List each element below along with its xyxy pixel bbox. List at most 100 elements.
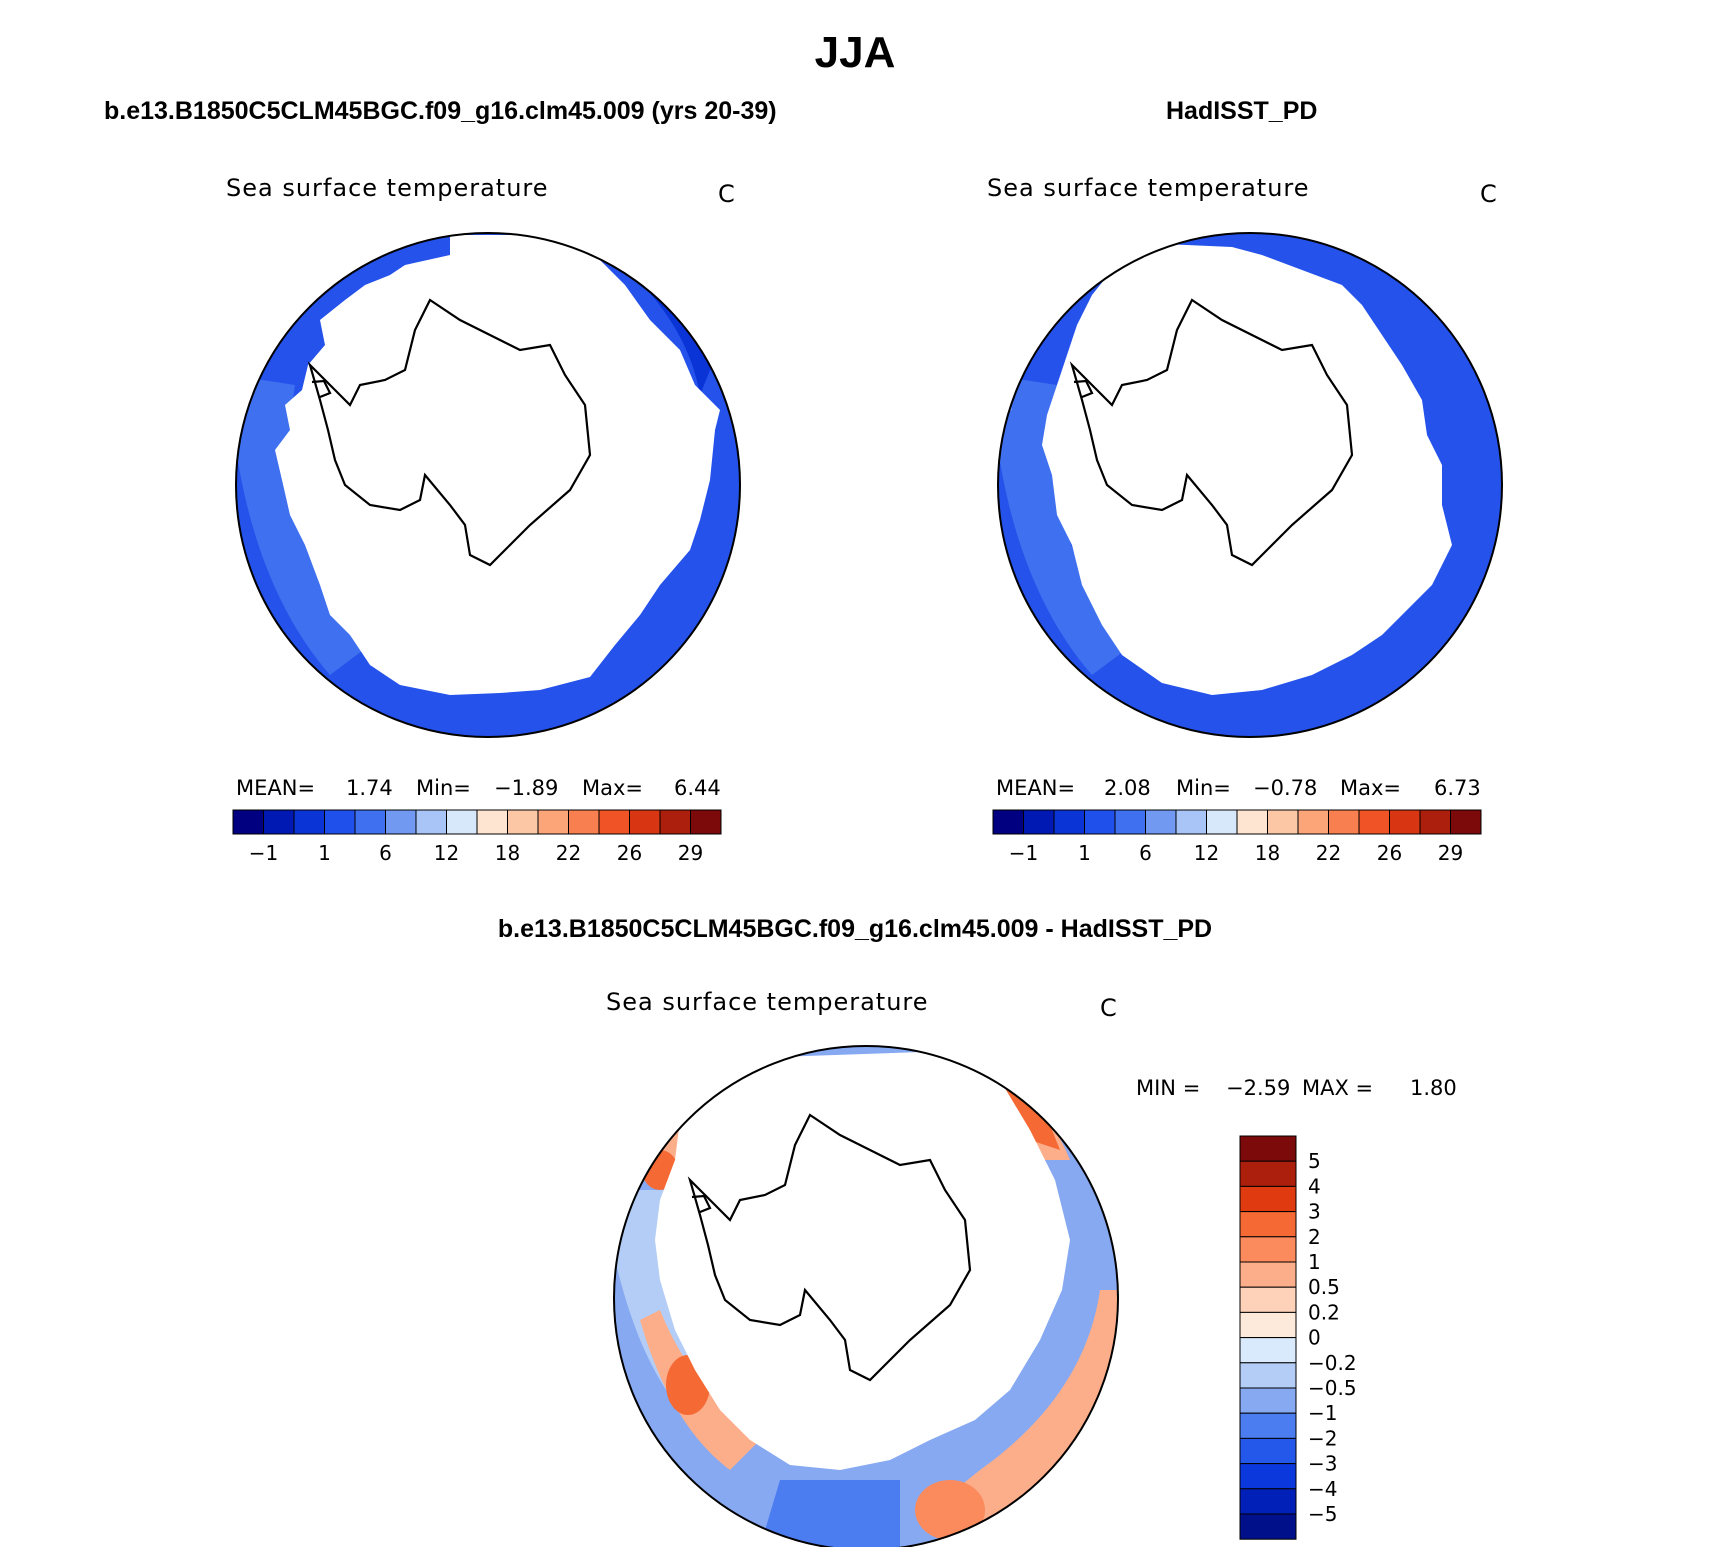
map3-colorbar-box [1239,1337,1297,1364]
map1-ocean-cold [600,245,720,395]
map2-mean-value: 2.08 [1104,776,1151,800]
map3-colorbar-box [1239,1311,1297,1339]
map1-colorbar-tick-label: 6 [379,841,392,865]
map1-colorbar-box [598,809,630,835]
map3-colorbar-tick-label: 5 [1308,1149,1321,1173]
map3-title: Sea surface temperature [606,988,929,1016]
map2-colorbar-box [1267,809,1299,835]
map3-anomaly-strong-positive [915,1480,985,1540]
map1-mean-label: MEAN= [236,776,316,800]
map3-units: C [1100,994,1118,1022]
map1-colorbar-box [385,809,417,835]
map2-max-value: 6.73 [1434,776,1481,800]
map2-sea-ice-mask [1042,243,1452,695]
panel-left-title: b.e13.B1850C5CLM45BGC.f09_g16.clm45.009 … [104,97,777,125]
map3-min-label: MIN = [1136,1076,1201,1100]
map2-colorbar-box [1328,809,1360,835]
map2-colorbar-box [1023,809,1055,835]
map2-colorbar-box [1419,809,1451,835]
panel-diff-title: b.e13.B1850C5CLM45BGC.f09_g16.clm45.009 … [497,915,1213,943]
map1-colorbar-tick-label: 1 [318,841,331,865]
map2-colorbar-tick-label: 6 [1139,841,1152,865]
map3-ice-shelf-outline [691,1194,712,1214]
map1-sea-ice-mask [275,235,720,695]
map1-title: Sea surface temperature [226,174,549,202]
map2-colorbar-box [1389,809,1421,835]
map1-min-value: −1.89 [494,776,559,800]
map3-max-label: MAX = [1302,1076,1374,1100]
map3-colorbar-box [1239,1185,1297,1213]
map3-colorbar-box [1239,1513,1297,1540]
map3-colorbar-tick-label: −0.5 [1308,1376,1357,1400]
map2-mean-label: MEAN= [996,776,1076,800]
map2-colorbar-box [992,809,1024,835]
map3-colorbar-tick-label: 0.2 [1308,1300,1340,1324]
map3-colorbar-box [1239,1135,1297,1162]
map1-max-value: 6.44 [674,776,721,800]
map2-colorbar-tick-label: 29 [1438,841,1463,865]
map2-colorbar-box [1084,809,1116,835]
map3-colorbar-box [1239,1437,1297,1465]
map2-frame [997,232,1503,738]
map2-colorbar-box [1206,809,1238,835]
map1-max-label: Max= [582,776,644,800]
map2-plot [997,232,1503,738]
map2-colorbar-box [1297,809,1329,835]
map1-colorbar-box [415,809,447,835]
map2-colorbar-tick-label: −1 [1009,841,1038,865]
map1-colorbar-box [659,809,691,835]
map1-colorbar-box [263,809,295,835]
map2-colorbar-tick-label: 1 [1078,841,1091,865]
map2-title: Sea surface temperature [987,174,1310,202]
map2-colorbar-tick-label: 18 [1255,841,1280,865]
map2-units: C [1480,180,1498,208]
map1-antarctica-coastline [307,298,592,567]
map2-colorbar: −1 1 6 12 18 22 26 29 [992,809,1482,865]
map2-min-value: −0.78 [1253,776,1318,800]
map1-colorbar-box [507,809,539,835]
map2-ice-shelf-outline [1073,379,1094,399]
map3-colorbar-tick-label: −1 [1308,1401,1337,1425]
map2-colorbar-box [1114,809,1146,835]
map2-colorbar-tick-label: 12 [1194,841,1219,865]
map3-colorbar-box [1239,1211,1297,1238]
map1-colorbar-box [629,809,661,835]
map2-antarctica-coastline [1069,298,1354,567]
map1-colorbar: −1 1 6 12 18 22 26 29 [232,809,722,865]
map3-colorbar-tick-label: 2 [1308,1225,1321,1249]
map2-colorbar-box [1175,809,1207,835]
map1-colorbar-tick-label: 22 [556,841,581,865]
panel-right-title: HadISST_PD [1166,97,1318,125]
map1-colorbar-box [568,809,600,835]
season-title: JJA [814,28,896,77]
map1-frame [235,232,741,738]
map2-min-label: Min= [1176,776,1231,800]
map1-colorbar-box [476,809,508,835]
map3-colorbar-box [1239,1387,1297,1414]
map2-colorbar-box [1450,809,1482,835]
map3-colorbar-tick-label: −3 [1308,1452,1337,1476]
map2-colorbar-tick-label: 26 [1377,841,1402,865]
map3-colorbar-box [1239,1412,1297,1439]
map3-colorbar-box [1239,1236,1297,1263]
map3-colorbar-box [1239,1488,1297,1515]
map1-colorbar-box [293,809,325,835]
map1-mean-value: 1.74 [346,776,393,800]
map3-colorbar-tick-label: −2 [1308,1426,1337,1450]
map3-frame [613,1045,1119,1547]
map1-ice-shelf-outline [311,379,332,399]
map1-colorbar-box [446,809,478,835]
map3-colorbar-tick-label: −5 [1308,1502,1337,1526]
map1-colorbar-tick-label: 18 [495,841,520,865]
map3-colorbar-tick-label: 0 [1308,1326,1321,1350]
map1-colorbar-box [324,809,356,835]
map1-plot [235,232,741,738]
map3-max-value: 1.80 [1410,1076,1457,1100]
map3-colorbar-box [1239,1362,1297,1389]
map1-colorbar-box [354,809,386,835]
map1-min-label: Min= [416,776,471,800]
map2-max-label: Max= [1340,776,1402,800]
map3-sea-ice-mask [655,1050,1070,1470]
map2-colorbar-box [1358,809,1390,835]
